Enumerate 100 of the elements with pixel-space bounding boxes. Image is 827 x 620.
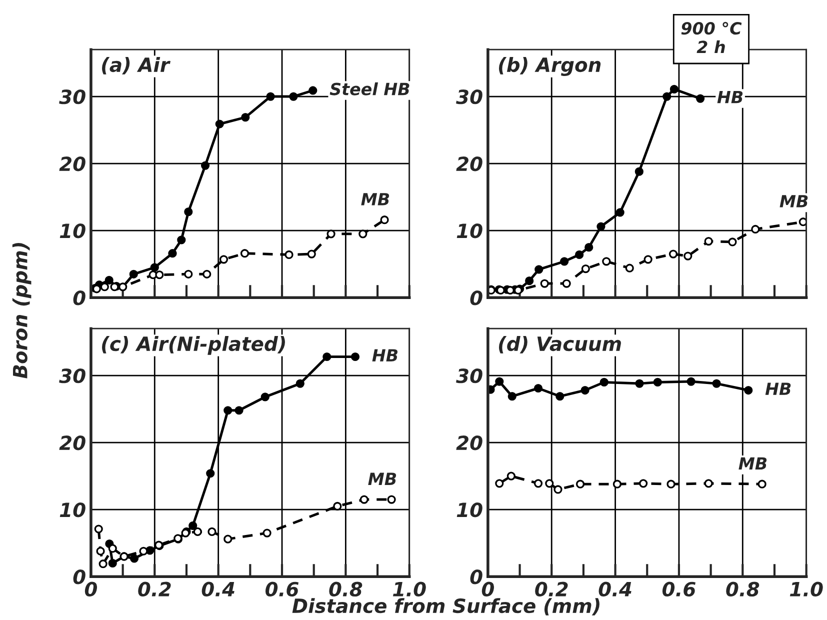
y-tick-label: 10 [60, 502, 86, 518]
chart-title: (d) Vacuum [498, 336, 621, 354]
point [208, 527, 216, 536]
x-axis-title: Distance from Surface (mm) [292, 598, 600, 616]
x-tick-label: 0.6 [662, 582, 696, 597]
point [224, 534, 232, 544]
point [234, 406, 244, 415]
point [666, 480, 676, 488]
y-tick-label: 0 [73, 570, 86, 584]
point [284, 250, 294, 260]
point [104, 276, 114, 284]
point [704, 236, 713, 246]
y-tick-label: 30 [456, 368, 482, 384]
point [155, 270, 164, 280]
y-axis-title: Boron (ppm) [12, 243, 32, 378]
series-label: HB [372, 349, 398, 362]
point [644, 255, 652, 264]
y-tick-label: 10 [60, 224, 86, 238]
point [525, 276, 534, 286]
point [326, 230, 336, 238]
series-label: MB [361, 193, 390, 206]
point [798, 218, 806, 226]
point [584, 243, 594, 252]
point [387, 495, 396, 504]
series-label: MB [368, 472, 396, 485]
point [380, 216, 389, 224]
point [98, 560, 108, 568]
point [206, 469, 215, 478]
y-tick-label: 20 [59, 156, 86, 172]
point [215, 120, 224, 128]
point [580, 386, 590, 395]
x-tick-label: 1.0 [790, 582, 823, 597]
point [358, 230, 368, 238]
point [670, 84, 678, 94]
point [150, 263, 159, 272]
point [508, 392, 516, 401]
point [554, 485, 562, 494]
x-tick-label: 0.4 [202, 582, 234, 597]
point [712, 379, 721, 388]
point [308, 86, 318, 95]
x-tick-label: 0.2 [535, 582, 568, 597]
point [495, 479, 504, 488]
point [704, 479, 713, 488]
y-tick-label: 0 [470, 570, 482, 584]
y-tick-label: 10 [456, 224, 482, 238]
point [576, 480, 585, 488]
annotation: 900 °C 2 h [681, 22, 742, 54]
point [534, 479, 543, 488]
point [94, 524, 103, 534]
point [612, 480, 622, 488]
point [266, 92, 275, 101]
point [177, 236, 186, 244]
point [625, 264, 634, 272]
point [668, 250, 678, 258]
point [534, 384, 543, 393]
point [260, 392, 270, 402]
x-tick-label: 0.8 [329, 582, 362, 597]
chart-title: (b) Argon [498, 57, 601, 76]
y-tick-label: 30 [59, 368, 86, 384]
point [168, 249, 177, 258]
point [322, 352, 332, 362]
point [184, 208, 193, 216]
point [307, 250, 316, 258]
point [219, 255, 228, 264]
point [751, 224, 760, 234]
point [639, 479, 648, 488]
point [129, 270, 138, 278]
point [289, 92, 298, 101]
point [360, 495, 368, 504]
point [130, 554, 139, 563]
point [596, 222, 606, 231]
point [602, 257, 611, 266]
series-label: HB [717, 90, 743, 104]
y-tick-label: 0 [73, 290, 86, 306]
point [560, 257, 569, 266]
x-tick-label: 0.2 [138, 582, 171, 597]
series-label: HB [765, 382, 791, 395]
point [686, 377, 696, 386]
y-tick-label: 0 [470, 290, 482, 306]
point [100, 282, 109, 292]
point [108, 544, 117, 553]
point [744, 386, 753, 395]
series-label: Steel HB [330, 82, 410, 96]
point [540, 279, 549, 288]
x-tick-label: 0 [84, 582, 98, 597]
point [108, 558, 117, 568]
point [545, 479, 554, 488]
point [575, 250, 584, 260]
series-label: MB [738, 457, 767, 470]
point [333, 502, 342, 511]
point [495, 377, 504, 386]
x-tick-label: 0.8 [726, 582, 760, 597]
x-tick-label: 0 [482, 582, 494, 597]
x-tick-label: 1.0 [392, 582, 426, 597]
point [241, 112, 250, 122]
point [562, 279, 571, 288]
point [139, 546, 148, 556]
point [556, 392, 564, 401]
point [635, 379, 644, 388]
point [616, 208, 624, 217]
